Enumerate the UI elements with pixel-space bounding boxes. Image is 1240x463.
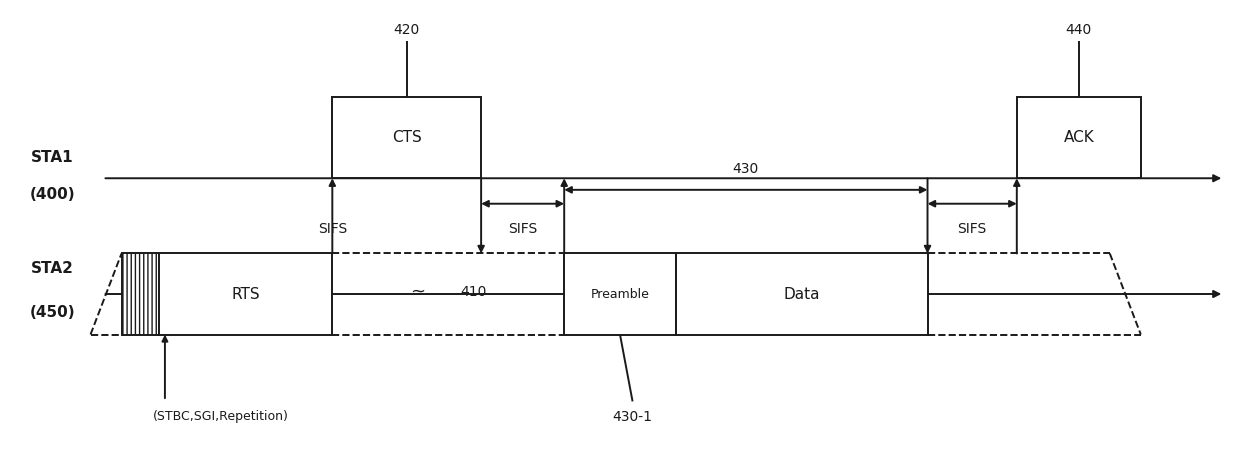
Text: STA1: STA1 xyxy=(31,150,73,165)
Text: SIFS: SIFS xyxy=(957,222,987,236)
Bar xyxy=(159,254,332,334)
Bar xyxy=(564,254,676,334)
Text: STA2: STA2 xyxy=(31,261,73,276)
Text: 420: 420 xyxy=(393,23,420,37)
Text: 440: 440 xyxy=(1065,23,1092,37)
Bar xyxy=(122,254,159,334)
Bar xyxy=(332,97,481,178)
Text: (450): (450) xyxy=(30,305,74,320)
Text: 430: 430 xyxy=(733,162,759,176)
Text: 410: 410 xyxy=(460,285,486,299)
Text: SIFS: SIFS xyxy=(317,222,347,236)
Text: SIFS: SIFS xyxy=(508,222,537,236)
Text: Data: Data xyxy=(784,287,820,301)
Text: (400): (400) xyxy=(30,187,74,202)
Bar xyxy=(676,254,928,334)
Text: Preamble: Preamble xyxy=(590,288,650,300)
Text: CTS: CTS xyxy=(392,130,422,145)
Text: RTS: RTS xyxy=(231,287,260,301)
Text: (STBC,SGI,Repetition): (STBC,SGI,Repetition) xyxy=(153,410,289,423)
Text: ACK: ACK xyxy=(1064,130,1094,145)
Bar xyxy=(1017,97,1141,178)
Text: 430-1: 430-1 xyxy=(613,410,652,424)
Text: ~: ~ xyxy=(409,283,425,300)
